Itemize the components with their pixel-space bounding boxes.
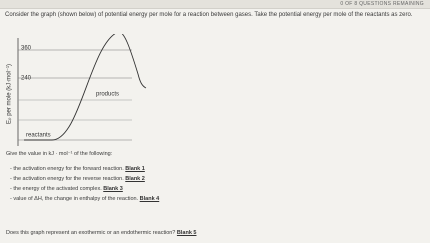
energy-graph: 360 240 products reactants Eₚ per mole (… [7,34,147,146]
item-text: - the energy of the activated complex. [10,186,102,192]
question-text: Consider the graph (shown below) of pote… [5,12,413,18]
tick-label: 360 [21,46,32,52]
item: - the energy of the activated complex. B… [10,186,123,192]
blank[interactable]: Blank 4 [139,196,160,202]
final-text: Does this graph represent an exothermic … [6,230,176,236]
products-label: products [96,92,119,98]
tick-label: 240 [21,76,32,82]
item: - the activation energy for the forward … [10,166,145,172]
blank[interactable]: Blank 3 [103,186,123,192]
status: 0 of 8 questions remaining [340,1,424,7]
item-text: - the activation energy for the reverse … [10,176,124,182]
blank[interactable]: Blank 2 [125,176,145,182]
item: - the activation energy for the reverse … [10,176,145,182]
reactants-label: reactants [26,133,51,139]
energy-curve [24,34,147,141]
blank[interactable]: Blank 1 [125,166,145,172]
item: - value of ΔH, the change in enthalpy of… [10,196,159,202]
blank[interactable]: Blank 5 [176,230,197,236]
top-bar [0,0,430,9]
y-axis-label: Eₚ per mole (kJ·mol⁻¹) [7,64,13,124]
item-text: - the activation energy for the forward … [10,166,124,172]
final-question: Does this graph represent an exothermic … [6,230,196,236]
prompt: Give the value in kJ · mol⁻¹ of the foll… [6,151,113,157]
item-text: - value of ΔH, the change in enthalpy of… [10,196,139,202]
